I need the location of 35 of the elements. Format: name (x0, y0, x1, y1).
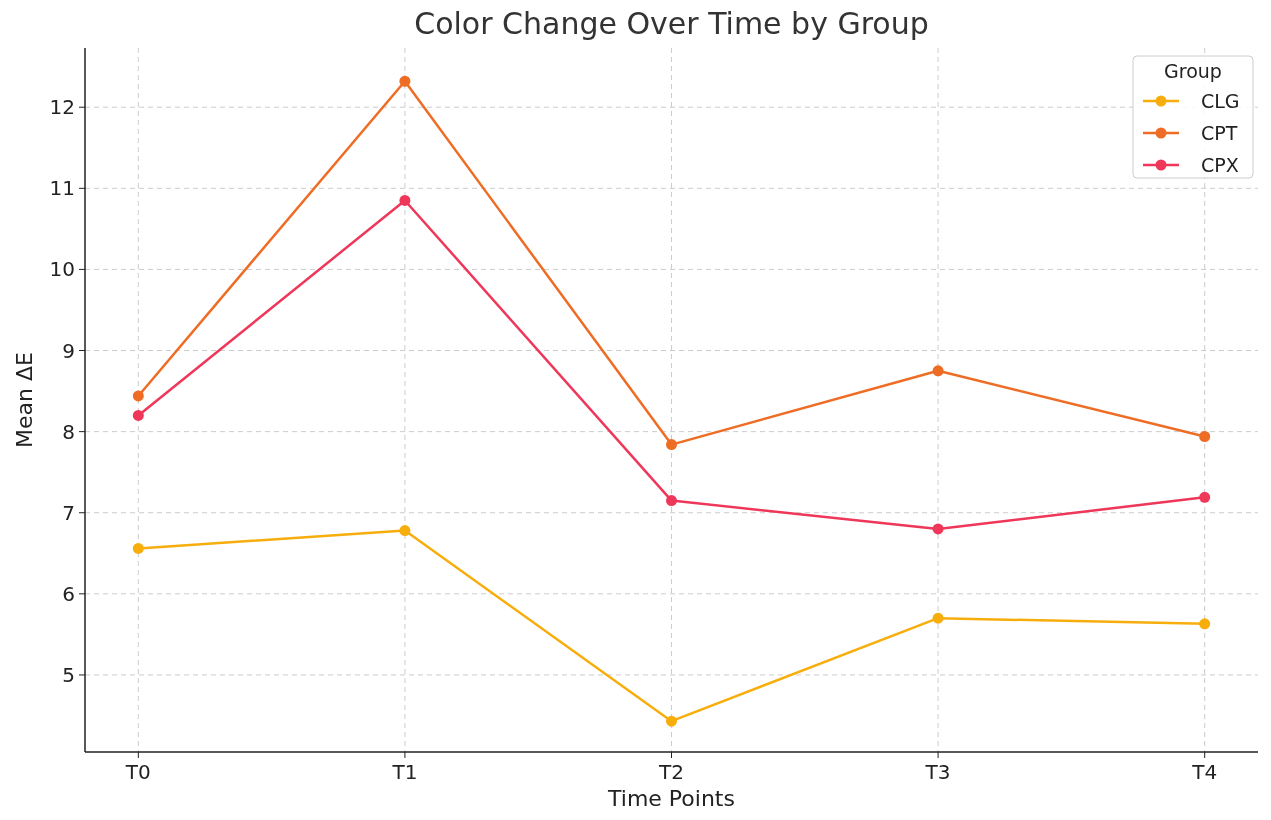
y-tick-label: 11 (49, 176, 75, 201)
point (132, 542, 144, 554)
x-tick-label: T2 (658, 760, 684, 784)
y-tick-label: 6 (62, 581, 75, 606)
point (399, 194, 411, 206)
y-tick-label: 8 (62, 419, 75, 444)
point (1199, 431, 1211, 442)
x-tick-label: T4 (1191, 760, 1218, 784)
point (666, 439, 677, 451)
x-axis-title: Time Points (607, 786, 735, 811)
chart-title: Color Change Over Time by Group (414, 6, 929, 41)
y-tick-label: 12 (49, 95, 75, 120)
point (132, 390, 144, 402)
legend-label: CPT (1201, 121, 1238, 144)
point (932, 612, 944, 624)
point (666, 715, 677, 727)
point (1199, 491, 1211, 503)
x-tick-label: T0 (124, 760, 151, 784)
point (132, 409, 144, 421)
point (399, 525, 411, 537)
x-tick-label: T1 (391, 760, 418, 784)
x-tick-label: T3 (924, 760, 951, 784)
legend-title: Group (1164, 60, 1222, 82)
point (932, 523, 944, 535)
y-tick-label: 5 (62, 662, 75, 687)
y-tick-label: 10 (49, 257, 75, 282)
point (1199, 618, 1211, 630)
legend-label: CLG (1201, 89, 1240, 112)
legend-label: CPX (1201, 153, 1239, 176)
point (932, 365, 944, 377)
point (399, 75, 411, 87)
y-tick-label: 9 (62, 338, 75, 363)
y-axis-title: Mean ΔE (12, 352, 37, 448)
y-tick-label: 7 (62, 500, 75, 525)
point (666, 495, 677, 507)
